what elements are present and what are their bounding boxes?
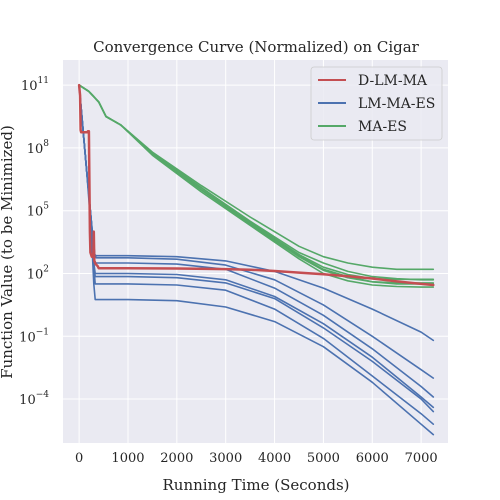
- series-lines: [77, 83, 435, 436]
- series-line-lm-ma-es: [78, 84, 435, 436]
- y-tick-label: 105: [27, 202, 50, 220]
- x-tick-label: 4000: [258, 451, 291, 466]
- y-tick-labels: 1011 108 105 102 10−1 10−4: [19, 76, 49, 408]
- x-tick-labels: 0 1000 2000 3000 4000 5000 6000 7000: [75, 451, 438, 466]
- x-tick-label: 3000: [209, 451, 242, 466]
- x-tick-label: 0: [75, 451, 83, 466]
- legend-label-ma-es: MA-ES: [358, 119, 407, 135]
- series-line-d-lm-ma: [77, 83, 435, 287]
- legend-label-d-lm-ma: D-LM-MA: [358, 73, 428, 89]
- x-tick-label: 2000: [160, 451, 193, 466]
- x-axis-label: Running Time (Seconds): [162, 476, 349, 494]
- legend: D-LM-MA LM-MA-ES MA-ES: [310, 66, 443, 141]
- y-tick-label: 10−1: [19, 327, 49, 345]
- chart-title: Convergence Curve (Normalized) on Cigar: [93, 38, 420, 56]
- x-tick-label: 5000: [307, 451, 340, 466]
- legend-box: [310, 66, 443, 141]
- y-tick-label: 102: [27, 264, 49, 282]
- x-tick-label: 1000: [111, 451, 144, 466]
- y-tick-label: 1011: [21, 76, 49, 94]
- legend-label-lm-ma-es: LM-MA-ES: [358, 96, 435, 112]
- series-line-ma-es: [78, 84, 435, 288]
- y-axis-label: Function Value (to be Minimized): [0, 125, 16, 379]
- y-tick-label: 108: [27, 139, 50, 157]
- x-tick-label: 7000: [405, 451, 438, 466]
- x-tick-label: 6000: [356, 451, 389, 466]
- y-tick-label: 10−4: [19, 390, 49, 408]
